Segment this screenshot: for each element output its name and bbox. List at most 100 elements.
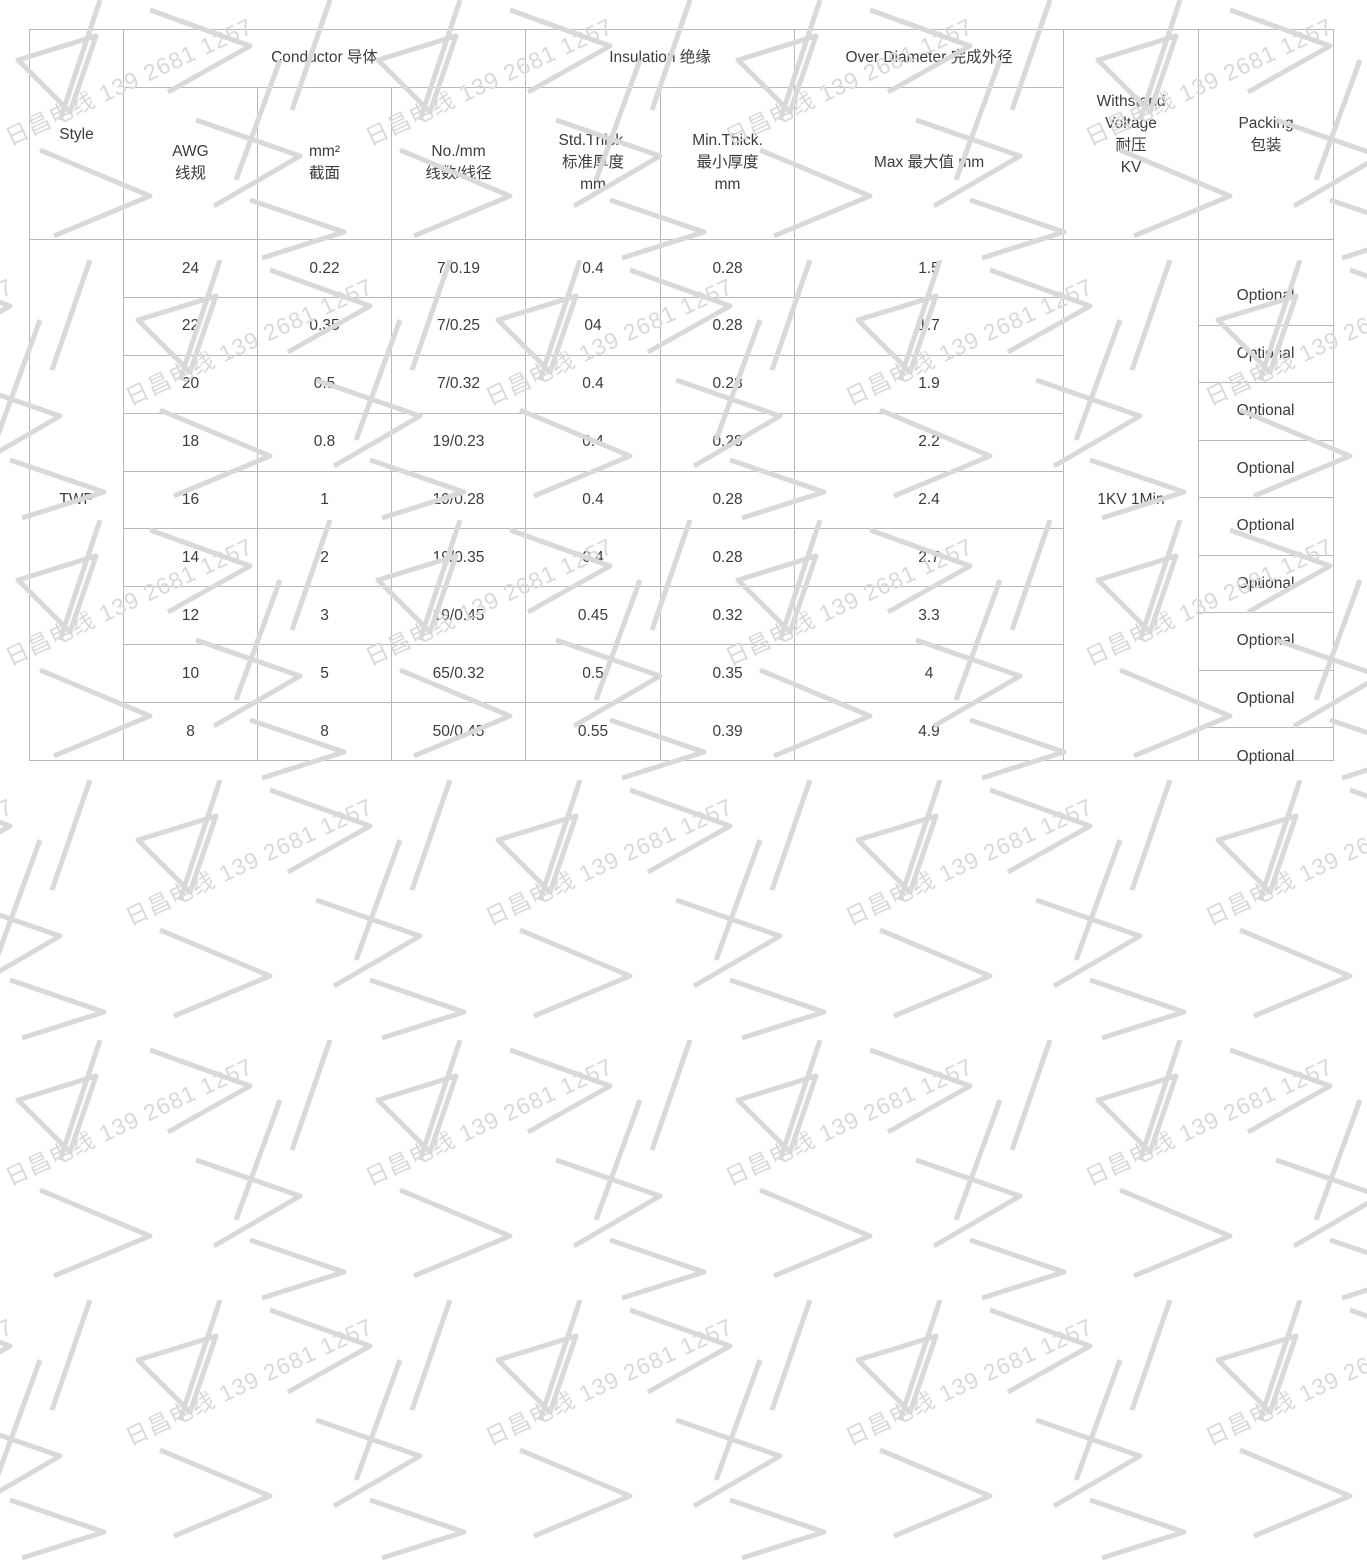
header-no-mm-line-1: No./mm [431,143,486,161]
cell-packing: Optional [1236,747,1295,765]
watermark-text: 日昌电线 139 2681 1257 [1201,793,1367,931]
header-withstand-voltage-line-4: KV [1120,158,1142,176]
header-withstand-voltage: Withstand Voltage 耐压 KV [1063,28,1200,241]
watermark-tile: 日昌电线 139 2681 1257 [0,780,120,1040]
watermark-tile: 日昌电线 139 2681 1257 [1200,780,1367,1040]
watermark-text: 日昌电线 139 2681 1257 [1,1052,257,1191]
cell-awg: 8 [123,702,258,761]
header-mm2-line-2: 截面 [308,165,340,183]
cell-awg: 22 [123,296,258,356]
header-awg-line-1: AWG [172,143,209,161]
watermark-tile: 日昌电线 139 2681 1257 [360,1040,720,1300]
cell-max-od: 4.9 [794,702,1065,761]
cell-no-mm: 7/0.32 [390,354,527,414]
cell-mm2: 0.22 [257,239,392,298]
watermark-text: 日昌电线 139 2681 1257 [481,792,737,931]
cell-mm2: 2 [257,528,392,588]
watermark-tile: 日昌电线 139 2681 1257 [120,780,480,1040]
watermark-text: 日昌电线 139 2681 1257 [121,1312,377,1451]
watermark-tile: 日昌电线 139 2681 1257 [840,780,1200,1040]
cell-packing-column: Optional Optional Optional Optional Opti… [1198,239,1335,765]
cell-min-thick: 0.28 [660,528,796,588]
cell-mm2: 5 [257,644,392,704]
cell-no-mm: 7/0.25 [390,296,527,356]
cell-max-od: 3.3 [794,586,1065,646]
cell-max-od: 2.7 [794,528,1065,588]
cell-min-thick: 0.28 [660,296,796,356]
cell-packing: Optional [1198,613,1334,671]
cell-awg: 18 [123,412,258,472]
cell-std-thick: 0.4 [525,470,662,530]
watermark-text: 日昌电线 139 2681 1257 [0,272,17,411]
watermark-text: 日昌电线 139 2681 1257 [721,1052,977,1191]
header-mm2-line-1: mm² [309,143,340,161]
header-awg-line-2: 线规 [174,165,206,183]
cell-no-mm: 19/0.28 [390,470,527,530]
watermark-text: 日昌电线 139 2681 1257 [481,1312,737,1451]
header-packing-line-2: 包装 [1250,136,1282,154]
cell-mm2: 0.5 [257,354,392,414]
header-std-thick-line-3: mm [580,176,606,194]
watermark-tile: 日昌电线 139 2681 1257 [1080,1040,1367,1300]
header-std-thick-line-1: Std.Thick. [558,132,628,150]
cell-std-thick: 0.55 [525,702,662,761]
watermark-tile: 日昌电线 139 2681 1257 [480,1300,840,1560]
cell-std-thick: 0.4 [525,239,662,298]
cell-awg: 24 [123,239,258,298]
watermark-text: 日昌电线 139 2681 1257 [1201,1313,1367,1451]
cell-std-thick: 0.4 [525,528,662,588]
cell-packing: Optional [1198,556,1334,614]
watermark-text: 日昌电线 139 2681 1257 [841,1312,1097,1451]
cell-packing: Optional [1198,268,1334,326]
packing-grid: Optional Optional Optional Optional Opti… [1198,268,1334,786]
watermark-tile: 日昌电线 139 2681 1257 [120,1300,480,1560]
cell-no-mm: 50/0.45 [390,702,527,761]
watermark-tile: 日昌电线 139 2681 1257 [0,1040,360,1300]
cell-no-mm: 7/0.19 [390,239,527,298]
cell-max-od: 2.4 [794,470,1065,530]
header-std-thick: Std.Thick. 标准厚度 mm [525,86,662,241]
cell-no-mm: 19/0.23 [390,412,527,472]
cell-no-mm: 19/0.35 [390,528,527,588]
cell-min-thick: 0.28 [660,239,796,298]
cell-mm2: 0.35 [257,296,392,356]
cell-std-thick: 0.5 [525,644,662,704]
cell-packing: Optional [1198,671,1334,729]
cell-mm2: 3 [257,586,392,646]
cell-std-thick: 04 [525,296,662,356]
cell-mm2: 8 [257,702,392,761]
cell-packing: Optional [1198,498,1334,556]
cell-withstand-voltage: 1KV 1Min [1063,239,1200,761]
watermark-text: 日昌电线 139 2681 1257 [1081,1052,1337,1191]
header-style: Style [29,28,124,241]
watermark-text: 日昌电线 139 2681 1257 [0,1312,17,1451]
cell-min-thick: 0.28 [660,470,796,530]
cell-max-od: 1.7 [794,296,1065,356]
cell-awg: 12 [123,586,258,646]
watermark-tile: 日昌电线 139 2681 1257 [480,780,840,1040]
header-min-thick-line-1: Min.Thick. [692,132,763,150]
cell-max-od: 1.9 [794,354,1065,414]
header-mm2: mm² 截面 [257,86,392,241]
watermark-text: 日昌电线 139 2681 1257 [121,792,377,931]
cell-packing: Optional [1198,383,1334,441]
cell-max-od: 1.5 [794,239,1065,298]
watermark-tile: 日昌电线 139 2681 1257 [840,1300,1200,1560]
watermark-text: 日昌电线 139 2681 1257 [841,792,1097,931]
watermark-tile: 日昌电线 139 2681 1257 [1200,1300,1367,1560]
cell-min-thick: 0.28 [660,412,796,472]
cell-awg: 16 [123,470,258,530]
header-withstand-voltage-line-3: 耐压 [1115,136,1147,154]
watermark-text: 日昌电线 139 2681 1257 [361,1052,617,1191]
header-withstand-voltage-line-1: Withstand [1096,92,1166,110]
header-awg: AWG 线规 [123,86,258,241]
cell-min-thick: 0.28 [660,354,796,414]
header-max-od-line-1: Max 最大值 mm [873,154,985,172]
cell-mm2: 1 [257,470,392,530]
header-std-thick-line-2: 标准厚度 [562,154,625,172]
wire-specification-table: Style Conductor 导体 Insulation 绝缘 Over Di… [29,28,1335,765]
header-conductor-group: Conductor 导体 [122,29,527,88]
header-min-thick-line-3: mm [714,176,741,194]
cell-min-thick: 0.39 [660,702,796,761]
cell-packing: Optional [1198,326,1334,384]
